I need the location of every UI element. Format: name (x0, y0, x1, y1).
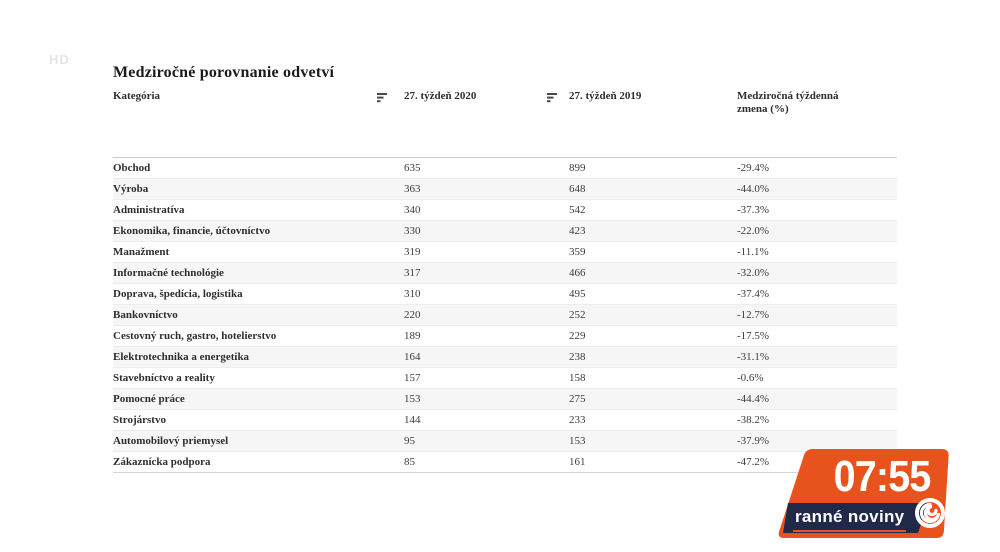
table-row: Elektrotechnika a energetika 164 238 -31… (113, 347, 897, 368)
table-row: Automobilový priemysel 95 153 -37.9% (113, 431, 897, 452)
cell-week-2019: 495 (569, 288, 586, 300)
cell-category: Automobilový priemysel (113, 435, 229, 447)
table-row: Stavebníctvo a reality 157 158 -0.6% (113, 368, 897, 389)
cell-category: Cestovný ruch, gastro, hotelierstvo (113, 330, 277, 342)
cell-change: -0.6% (737, 372, 764, 384)
clock-time: 07:55 (833, 452, 932, 501)
table-row: Manažment 319 359 -11.1% (113, 242, 897, 263)
cell-change: -29.4% (737, 162, 770, 174)
table-row: Obchod 635 899 -29.4% (113, 158, 897, 179)
cell-week-2020: 340 (404, 204, 421, 216)
cell-week-2020: 330 (404, 225, 421, 237)
cell-week-2019: 252 (569, 309, 586, 321)
cell-week-2019: 229 (569, 330, 586, 342)
cell-category: Strojárstvo (113, 414, 166, 426)
cell-change: -37.4% (737, 288, 770, 300)
cell-category: Výroba (113, 183, 149, 195)
cell-change: -47.2% (737, 456, 770, 468)
cell-change: -31.1% (737, 351, 770, 363)
cell-category: Bankovníctvo (113, 309, 178, 321)
cell-change: -37.3% (737, 204, 770, 216)
table-row: Pomocné práce 153 275 -44.4% (113, 389, 897, 410)
table-row: Výroba 363 648 -44.0% (113, 179, 897, 200)
cell-category: Obchod (113, 162, 151, 174)
cell-week-2020: 157 (404, 372, 421, 384)
table-row: Ekonomika, financie, účtovníctvo 330 423… (113, 221, 897, 242)
cell-change: -44.0% (737, 183, 770, 195)
cell-change: -32.0% (737, 267, 770, 279)
cell-category: Ekonomika, financie, účtovníctvo (113, 225, 271, 237)
table-row: Strojárstvo 144 233 -38.2% (113, 410, 897, 431)
cell-week-2019: 899 (569, 162, 586, 174)
show-name-label: ranné noviny (793, 506, 907, 532)
cell-week-2020: 310 (404, 288, 421, 300)
table-row: Bankovníctvo 220 252 -12.7% (113, 305, 897, 326)
cell-week-2019: 238 (569, 351, 586, 363)
column-header-week-2020: 27. týždeň 2020 (404, 90, 477, 102)
cell-category: Stavebníctvo a reality (113, 372, 215, 384)
cell-change: -37.9% (737, 435, 770, 447)
cell-category: Doprava, špedícia, logistika (113, 288, 243, 300)
table-row: Doprava, špedícia, logistika 310 495 -37… (113, 284, 897, 305)
industries-table: Obchod 635 899 -29.4% Výroba 363 648 -44… (113, 157, 897, 473)
cell-week-2019: 466 (569, 267, 586, 279)
table-row: Informačné technológie 317 466 -32.0% (113, 263, 897, 284)
cell-category: Informačné technológie (113, 267, 224, 279)
cell-change: -22.0% (737, 225, 770, 237)
joj-spiral-logo-icon (915, 498, 945, 528)
cell-category: Pomocné práce (113, 393, 185, 405)
cell-week-2020: 95 (404, 435, 415, 447)
cell-week-2019: 275 (569, 393, 586, 405)
table-body: Obchod 635 899 -29.4% Výroba 363 648 -44… (113, 158, 897, 472)
cell-change: -38.2% (737, 414, 770, 426)
cell-week-2019: 423 (569, 225, 586, 237)
cell-week-2020: 189 (404, 330, 421, 342)
cell-week-2020: 363 (404, 183, 421, 195)
table-row: Zákaznícka podpora 85 161 -47.2% (113, 452, 897, 472)
page-title: Medziročné porovnanie odvetví (113, 64, 335, 81)
cell-week-2019: 359 (569, 246, 586, 258)
cell-week-2019: 233 (569, 414, 586, 426)
cell-week-2020: 319 (404, 246, 421, 258)
cell-week-2019: 542 (569, 204, 586, 216)
cell-change: -17.5% (737, 330, 770, 342)
cell-week-2020: 153 (404, 393, 421, 405)
sort-icon[interactable] (547, 92, 558, 103)
cell-week-2019: 158 (569, 372, 586, 384)
cell-change: -11.1% (737, 246, 769, 258)
column-header-category: Kategória (113, 90, 161, 102)
table-row: Administratíva 340 542 -37.3% (113, 200, 897, 221)
tv-clock-badge: 07:55 ranné noviny (768, 444, 958, 544)
cell-week-2020: 317 (404, 267, 421, 279)
cell-category: Elektrotechnika a energetika (113, 351, 250, 363)
cell-week-2020: 164 (404, 351, 421, 363)
cell-category: Zákaznícka podpora (113, 456, 211, 468)
cell-week-2019: 648 (569, 183, 586, 195)
cell-week-2020: 85 (404, 456, 415, 468)
hd-watermark: HD (49, 52, 70, 67)
cell-week-2019: 161 (569, 456, 586, 468)
cell-week-2020: 220 (404, 309, 421, 321)
cell-category: Administratíva (113, 204, 185, 216)
column-header-change: Medziročná týždenná zmena (%) (737, 90, 839, 115)
cell-week-2020: 144 (404, 414, 421, 426)
cell-change: -44.4% (737, 393, 770, 405)
column-header-week-2019: 27. týždeň 2019 (569, 90, 642, 102)
table-row: Cestovný ruch, gastro, hotelierstvo 189 … (113, 326, 897, 347)
badge-navy-shape (783, 503, 928, 533)
sort-icon[interactable] (377, 92, 388, 103)
cell-week-2020: 635 (404, 162, 421, 174)
cell-change: -12.7% (737, 309, 770, 321)
cell-category: Manažment (113, 246, 170, 258)
cell-week-2019: 153 (569, 435, 586, 447)
